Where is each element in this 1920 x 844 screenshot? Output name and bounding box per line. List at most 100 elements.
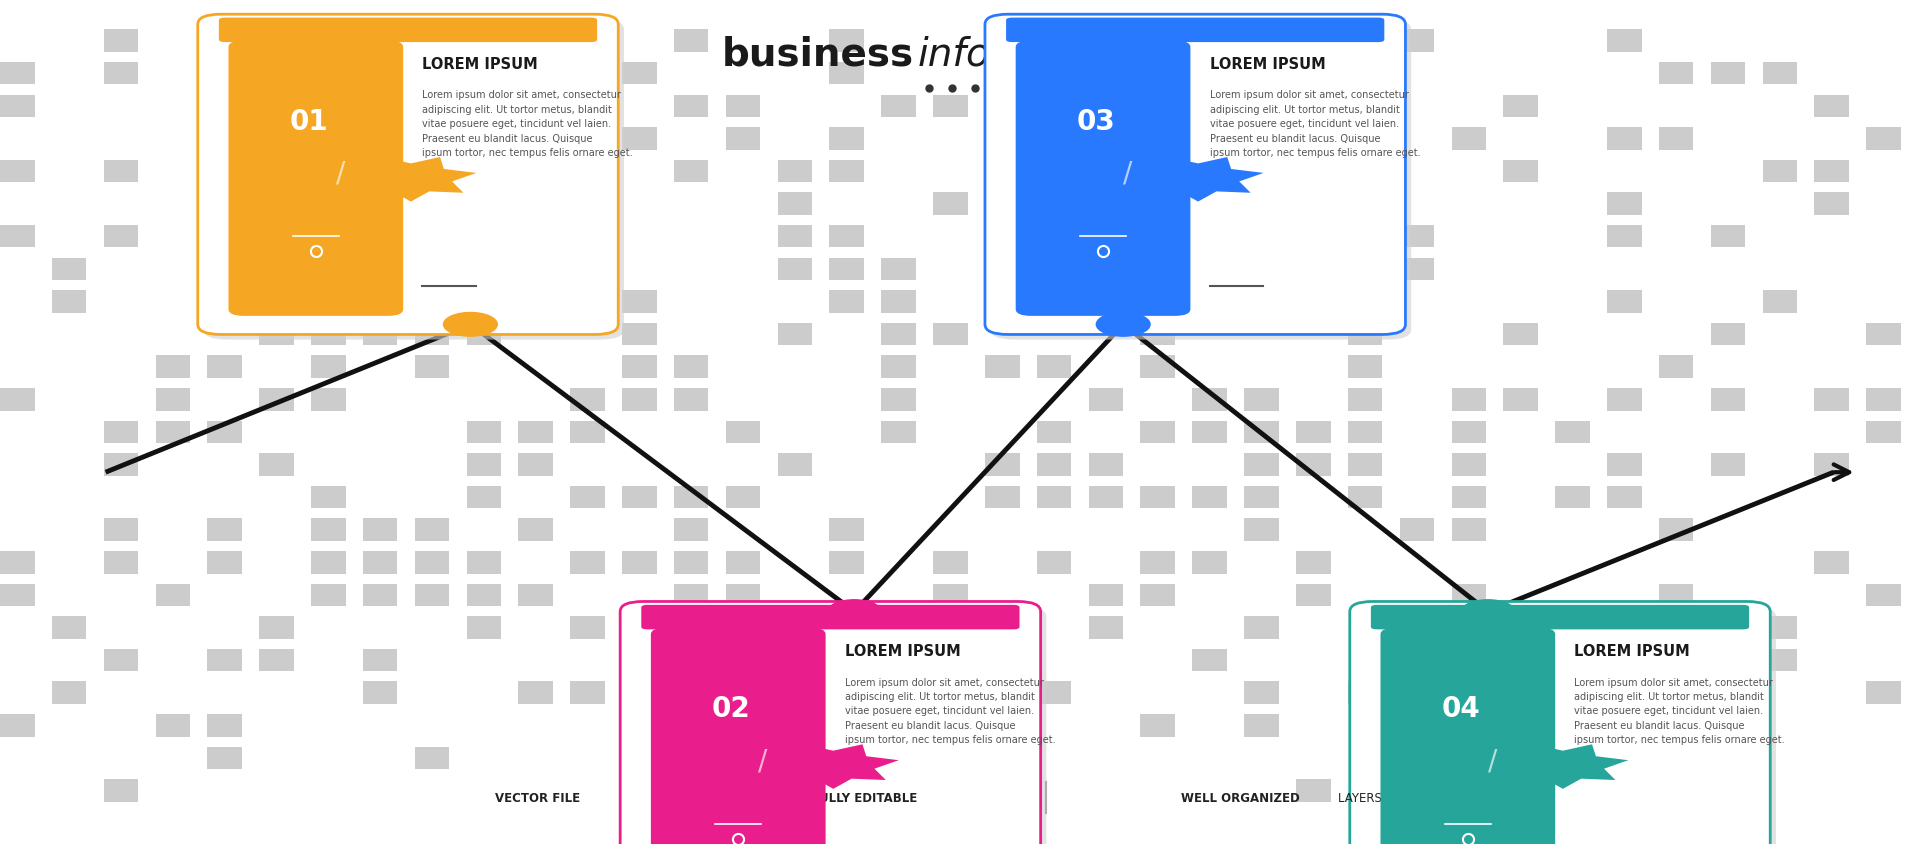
FancyBboxPatch shape	[1348, 421, 1382, 444]
FancyBboxPatch shape	[1192, 649, 1227, 672]
FancyBboxPatch shape	[518, 682, 553, 704]
FancyBboxPatch shape	[1866, 388, 1901, 411]
Text: FULLY EDITABLE: FULLY EDITABLE	[810, 791, 918, 804]
FancyBboxPatch shape	[674, 30, 708, 53]
Text: /: /	[1123, 160, 1133, 187]
FancyBboxPatch shape	[207, 714, 242, 737]
FancyBboxPatch shape	[207, 291, 242, 313]
FancyBboxPatch shape	[933, 193, 968, 215]
FancyBboxPatch shape	[518, 225, 553, 248]
FancyBboxPatch shape	[1659, 584, 1693, 606]
FancyBboxPatch shape	[1452, 388, 1486, 411]
FancyBboxPatch shape	[1607, 454, 1642, 476]
FancyBboxPatch shape	[311, 584, 346, 606]
FancyBboxPatch shape	[1348, 388, 1382, 411]
FancyBboxPatch shape	[0, 714, 35, 737]
FancyBboxPatch shape	[778, 454, 812, 476]
FancyBboxPatch shape	[674, 388, 708, 411]
FancyBboxPatch shape	[1037, 421, 1071, 444]
FancyBboxPatch shape	[1140, 225, 1175, 248]
FancyBboxPatch shape	[1555, 421, 1590, 444]
FancyBboxPatch shape	[1037, 551, 1071, 574]
FancyBboxPatch shape	[1814, 95, 1849, 118]
FancyBboxPatch shape	[156, 388, 190, 411]
FancyBboxPatch shape	[1140, 193, 1175, 215]
FancyBboxPatch shape	[1244, 454, 1279, 476]
FancyBboxPatch shape	[311, 291, 346, 313]
FancyBboxPatch shape	[1348, 128, 1382, 150]
FancyBboxPatch shape	[1866, 128, 1901, 150]
FancyBboxPatch shape	[829, 225, 864, 248]
FancyBboxPatch shape	[778, 682, 812, 704]
FancyBboxPatch shape	[1503, 714, 1538, 737]
FancyBboxPatch shape	[641, 605, 1020, 630]
FancyBboxPatch shape	[881, 95, 916, 118]
Text: business: business	[722, 36, 914, 73]
FancyBboxPatch shape	[626, 607, 1046, 844]
FancyBboxPatch shape	[726, 584, 760, 606]
FancyBboxPatch shape	[778, 649, 812, 672]
FancyBboxPatch shape	[1711, 388, 1745, 411]
FancyBboxPatch shape	[207, 519, 242, 541]
FancyBboxPatch shape	[1711, 323, 1745, 346]
Text: LOREM IPSUM: LOREM IPSUM	[1574, 643, 1690, 658]
FancyBboxPatch shape	[1296, 421, 1331, 444]
FancyBboxPatch shape	[1503, 95, 1538, 118]
FancyBboxPatch shape	[467, 584, 501, 606]
FancyBboxPatch shape	[1711, 454, 1745, 476]
FancyBboxPatch shape	[1452, 779, 1486, 802]
FancyBboxPatch shape	[1711, 225, 1745, 248]
FancyBboxPatch shape	[1607, 747, 1642, 769]
FancyBboxPatch shape	[518, 63, 553, 85]
FancyBboxPatch shape	[1089, 486, 1123, 509]
FancyBboxPatch shape	[622, 551, 657, 574]
FancyBboxPatch shape	[259, 616, 294, 639]
FancyBboxPatch shape	[622, 356, 657, 378]
Circle shape	[1461, 600, 1515, 624]
FancyBboxPatch shape	[156, 421, 190, 444]
FancyBboxPatch shape	[674, 356, 708, 378]
FancyBboxPatch shape	[933, 551, 968, 574]
FancyBboxPatch shape	[1763, 616, 1797, 639]
FancyBboxPatch shape	[778, 323, 812, 346]
FancyBboxPatch shape	[259, 388, 294, 411]
FancyBboxPatch shape	[1350, 602, 1770, 844]
FancyBboxPatch shape	[1192, 30, 1227, 53]
FancyBboxPatch shape	[219, 19, 597, 43]
FancyBboxPatch shape	[1814, 193, 1849, 215]
FancyBboxPatch shape	[829, 30, 864, 53]
FancyBboxPatch shape	[1037, 682, 1071, 704]
FancyBboxPatch shape	[881, 388, 916, 411]
FancyBboxPatch shape	[829, 291, 864, 313]
Text: Lorem ipsum dolor sit amet, consectetur
adipiscing elit. Ut tortor metus, blandi: Lorem ipsum dolor sit amet, consectetur …	[845, 677, 1056, 744]
FancyBboxPatch shape	[829, 779, 864, 802]
FancyBboxPatch shape	[363, 649, 397, 672]
FancyBboxPatch shape	[467, 616, 501, 639]
FancyBboxPatch shape	[985, 356, 1020, 378]
FancyBboxPatch shape	[622, 388, 657, 411]
FancyBboxPatch shape	[1555, 779, 1590, 802]
FancyBboxPatch shape	[881, 421, 916, 444]
FancyBboxPatch shape	[1452, 747, 1486, 769]
FancyBboxPatch shape	[311, 551, 346, 574]
Text: 02: 02	[712, 694, 751, 722]
FancyBboxPatch shape	[363, 519, 397, 541]
FancyBboxPatch shape	[1037, 486, 1071, 509]
FancyBboxPatch shape	[778, 193, 812, 215]
FancyBboxPatch shape	[985, 454, 1020, 476]
FancyBboxPatch shape	[104, 30, 138, 53]
FancyBboxPatch shape	[1452, 714, 1486, 737]
FancyBboxPatch shape	[829, 258, 864, 281]
FancyBboxPatch shape	[1296, 454, 1331, 476]
FancyBboxPatch shape	[622, 323, 657, 346]
FancyBboxPatch shape	[1711, 649, 1745, 672]
FancyBboxPatch shape	[726, 551, 760, 574]
Polygon shape	[768, 744, 899, 789]
FancyBboxPatch shape	[52, 682, 86, 704]
FancyBboxPatch shape	[1192, 388, 1227, 411]
Text: Lorem ipsum dolor sit amet, consectetur
adipiscing elit. Ut tortor metus, blandi: Lorem ipsum dolor sit amet, consectetur …	[422, 90, 634, 158]
Polygon shape	[1498, 744, 1628, 789]
Text: LAYERS AND GROUPS: LAYERS AND GROUPS	[1338, 791, 1465, 804]
FancyBboxPatch shape	[991, 20, 1411, 340]
FancyBboxPatch shape	[1400, 258, 1434, 281]
